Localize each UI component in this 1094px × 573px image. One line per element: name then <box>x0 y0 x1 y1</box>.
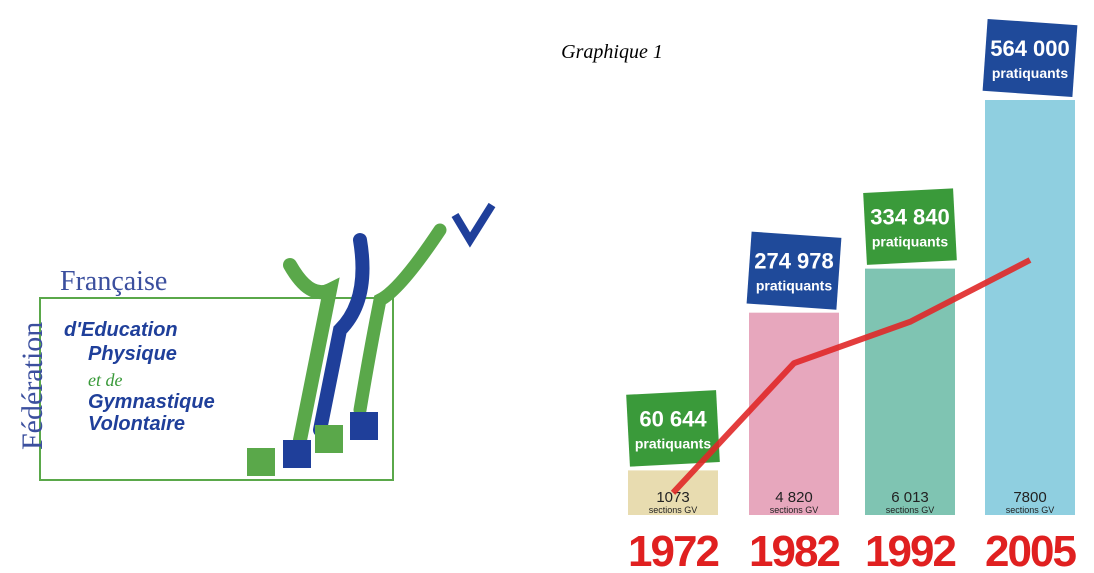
logo-text: et de <box>88 370 122 390</box>
bar <box>749 313 839 515</box>
logo-text: Volontaire <box>88 413 185 435</box>
x-tick-label: 1972 <box>628 527 718 573</box>
logo-square <box>247 448 275 476</box>
logo-figure <box>360 230 440 410</box>
logo: Fédération Française d'Education Physiqu… <box>16 205 492 480</box>
chart-title: Graphique 1 <box>561 41 663 63</box>
value-label: 60 644 <box>639 406 707 431</box>
section-label: 4 820 <box>775 489 813 506</box>
value-unit: pratiquants <box>872 234 948 250</box>
x-tick-label: 1992 <box>865 527 955 573</box>
section-label: 6 013 <box>891 489 929 506</box>
value-label: 274 978 <box>754 249 834 274</box>
logo-text: Gymnastique <box>88 391 215 413</box>
logo-text: Physique <box>88 343 177 365</box>
value-label: 334 840 <box>870 205 950 230</box>
logo-square <box>350 412 378 440</box>
section-unit: sections GV <box>1006 505 1055 515</box>
x-tick-label: 1982 <box>749 527 839 573</box>
section-unit: sections GV <box>649 505 698 515</box>
section-unit: sections GV <box>770 505 819 515</box>
value-unit: pratiquants <box>635 435 711 451</box>
logo-square <box>315 425 343 453</box>
logo-figure <box>455 205 492 240</box>
page: Graphique 1 Fédération Française d'Educa… <box>0 0 1094 573</box>
logo-text: d'Education <box>64 319 178 341</box>
bar <box>985 100 1075 515</box>
logo-text: Fédération <box>16 322 49 450</box>
value-label: 564 000 <box>990 36 1070 61</box>
x-tick-label: 2005 <box>985 527 1076 573</box>
line <box>673 260 1030 493</box>
logo-square <box>283 440 311 468</box>
value-unit: pratiquants <box>992 65 1068 81</box>
value-unit: pratiquants <box>756 278 832 294</box>
logo-text: Française <box>60 266 167 297</box>
section-label: 7800 <box>1013 489 1046 506</box>
section-unit: sections GV <box>886 505 935 515</box>
